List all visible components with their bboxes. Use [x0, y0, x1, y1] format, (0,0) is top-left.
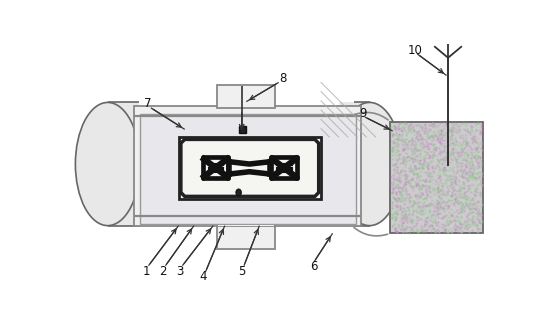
Ellipse shape [75, 102, 140, 226]
Text: 5: 5 [238, 265, 245, 278]
Bar [239, 126, 245, 133]
Bar [179, 137, 321, 199]
Ellipse shape [337, 102, 402, 226]
Bar [104, 102, 139, 226]
Text: 7: 7 [144, 98, 152, 110]
Text: 4: 4 [199, 270, 207, 283]
Bar [217, 85, 275, 108]
Text: 10: 10 [407, 44, 422, 56]
Text: 1: 1 [143, 265, 150, 278]
Bar [339, 102, 374, 226]
Text: 6: 6 [310, 260, 318, 273]
Bar [140, 114, 356, 224]
Text: 9: 9 [360, 108, 367, 120]
Bar [218, 106, 274, 108]
Bar [390, 122, 483, 233]
Bar [217, 226, 275, 249]
Bar [218, 225, 274, 226]
Ellipse shape [236, 189, 241, 196]
Text: 8: 8 [279, 72, 286, 85]
Text: 3: 3 [176, 265, 184, 278]
Text: 2: 2 [159, 265, 167, 278]
Bar [134, 106, 361, 226]
